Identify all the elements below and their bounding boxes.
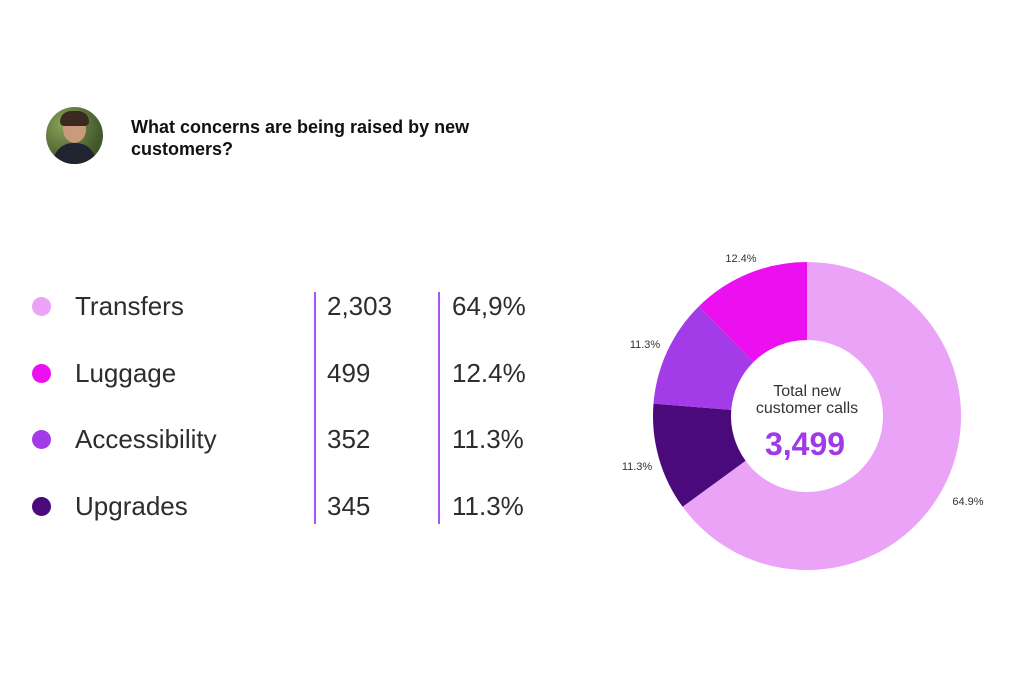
legend-count: 352 [327, 424, 371, 454]
legend-dot [32, 430, 51, 449]
center-label-line2: customer calls [756, 400, 858, 417]
legend-dot [32, 297, 51, 316]
legend-label: Accessibility [75, 424, 217, 454]
legend-label: Upgrades [75, 491, 188, 521]
donut-slice-transfers [682, 262, 961, 570]
avatar-hair [60, 111, 89, 126]
slice-label-accessibility: 11.3% [630, 339, 661, 351]
legend-label: Luggage [75, 358, 177, 388]
legend-percent: 11.3% [452, 491, 524, 521]
legend-count: 2,303 [327, 291, 393, 321]
donut-slice-upgrades [652, 403, 746, 507]
avatar-shirt [53, 143, 96, 164]
legend-row: Transfers 2,303 64,9% [0, 286, 560, 326]
donut-slice-accessibility [653, 306, 754, 410]
center-total-value: 3,499 [765, 426, 845, 462]
center-label-line1: Total new [773, 383, 841, 400]
legend-dot [32, 497, 51, 516]
question-title: What concerns are being raised by new cu… [131, 117, 470, 159]
slice-label-luggage: 12.4% [725, 253, 756, 265]
donut-slice-luggage [698, 262, 807, 362]
slice-label-transfers: 64.9% [952, 496, 983, 508]
legend-dot [32, 364, 51, 383]
slice-label-upgrades: 11.3% [622, 461, 653, 473]
legend-row: Luggage 499 12.4% [0, 353, 560, 393]
avatar [46, 107, 103, 164]
legend-percent: 64,9% [452, 291, 526, 321]
column-divider [438, 292, 440, 524]
legend-label: Transfers [75, 291, 184, 321]
legend-row: Upgrades 345 11.3% [0, 486, 560, 526]
legend-row: Accessibility 352 11.3% [0, 419, 560, 459]
column-divider [314, 292, 316, 524]
legend-count: 499 [327, 358, 371, 388]
legend-percent: 12.4% [452, 358, 526, 388]
legend-percent: 11.3% [452, 424, 524, 454]
legend-count: 345 [327, 491, 371, 521]
